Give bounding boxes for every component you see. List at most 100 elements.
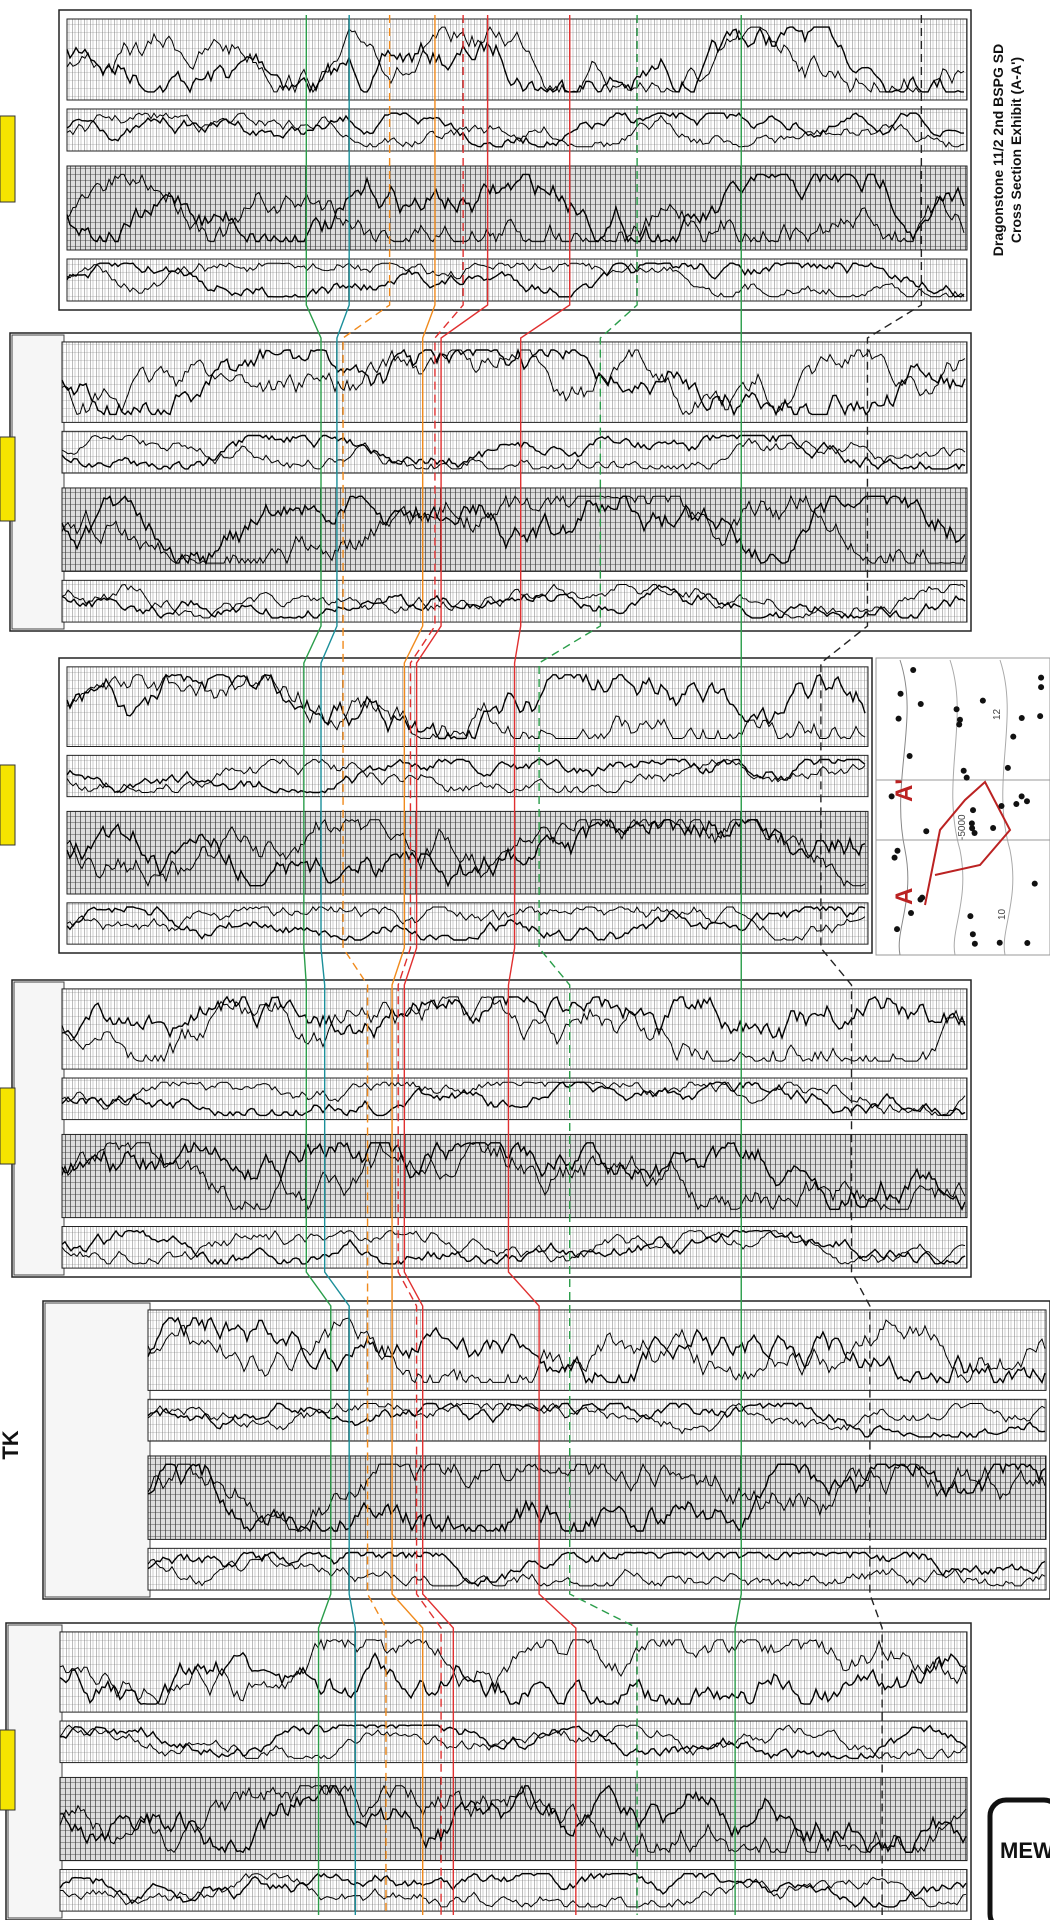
panel-header (11, 334, 65, 630)
log-curve (66, 262, 965, 298)
panel-header (13, 981, 65, 1276)
tab (0, 764, 16, 846)
log-track (66, 18, 968, 101)
correlation-lines (303, 15, 923, 1915)
log-curve (61, 996, 966, 1063)
tab (0, 1087, 16, 1165)
well-dot (956, 716, 963, 723)
tab (0, 115, 16, 203)
log-curve (66, 906, 866, 941)
well-dot (963, 774, 970, 781)
well-dot (968, 820, 975, 827)
stamp-box (987, 1797, 1050, 1920)
map-label: A' (891, 779, 918, 802)
correlation-line (734, 15, 742, 1915)
correlation-line (507, 15, 577, 1915)
contour (898, 659, 909, 956)
well-dot (917, 896, 924, 903)
well-dot (990, 825, 997, 832)
log-track (61, 988, 968, 1070)
log-track (66, 754, 869, 798)
well-dot (1037, 713, 1044, 720)
log-curve (66, 112, 964, 148)
correlation-line (820, 15, 923, 1915)
log-curve (59, 1872, 967, 1908)
log-track (59, 1720, 968, 1764)
tab (0, 1729, 16, 1811)
log-curve (147, 1551, 1046, 1587)
well-dot (907, 910, 914, 917)
log-curve (147, 1402, 1046, 1438)
log-curve (61, 1230, 966, 1265)
well-dot (1024, 940, 1031, 947)
log-curve (61, 1229, 966, 1266)
log-curve (61, 494, 966, 565)
map-frame (875, 657, 1050, 956)
log-curve (59, 1872, 967, 1908)
log-curve (66, 26, 965, 94)
well-dot (1004, 764, 1011, 771)
contour-label: 12 (992, 708, 1003, 720)
log-curve (66, 262, 965, 298)
contour-label: -5000 (957, 814, 968, 840)
well-dot (1023, 798, 1030, 805)
well-dot (971, 829, 978, 836)
log-track (61, 341, 968, 423)
correlation-line (303, 15, 332, 1915)
contour-label: 10 (997, 908, 1008, 920)
well-dot (910, 667, 917, 674)
log-curve (61, 347, 966, 417)
correlation-line (320, 15, 357, 1915)
correlation-line (342, 15, 391, 1915)
stamp-text: MEW (1000, 1838, 1050, 1863)
map-label: A (891, 888, 918, 905)
log-track (147, 1309, 1047, 1391)
log-panels (5, 9, 1050, 1920)
panel-header (44, 1302, 151, 1598)
correlation-line (538, 15, 638, 1915)
log-curve (147, 1317, 1046, 1384)
well-dot (996, 939, 1003, 946)
log-curve (61, 1081, 966, 1117)
contour (999, 659, 1014, 956)
well-dot (971, 940, 978, 947)
section-trace (924, 780, 1012, 906)
well-dot (1031, 880, 1038, 887)
log-curve (147, 1316, 1046, 1384)
well-dot (956, 721, 963, 728)
well-dots (888, 667, 1045, 947)
well-dot (923, 828, 930, 835)
log-track (61, 1133, 968, 1219)
log-curve (66, 758, 866, 794)
well-dot (917, 701, 924, 708)
log-curve (66, 905, 866, 941)
log-curve (147, 1463, 1046, 1532)
log-curve (61, 583, 966, 619)
log-curve (59, 1651, 967, 1706)
well-dot (895, 715, 902, 722)
title-line: Cross Section Exhibit (A-A') (1008, 57, 1024, 243)
well-dot (897, 690, 904, 697)
location-map: A A' -5000 10 12 (875, 657, 1050, 956)
title-block: Dragonstone 11/2 2nd BSPG SD Cross Secti… (990, 44, 1024, 256)
log-curve (61, 348, 966, 416)
log-curve (66, 173, 965, 243)
well-dot (891, 854, 898, 861)
log-track (61, 1077, 968, 1121)
log-curve (66, 112, 965, 148)
tab (0, 436, 16, 522)
log-curve (67, 673, 866, 740)
log-curve (59, 1784, 967, 1854)
well-dot (1013, 800, 1020, 807)
log-curve (66, 673, 866, 740)
log-track (147, 1455, 1047, 1540)
log-track (59, 1776, 968, 1862)
correlation-line (391, 15, 436, 1915)
well-dot (1010, 733, 1017, 740)
well-dot (998, 803, 1005, 810)
correlation-line (403, 15, 489, 1915)
log-curve (147, 1553, 1046, 1587)
tab-label: TK (0, 1430, 23, 1459)
log-curve (147, 1463, 1046, 1533)
